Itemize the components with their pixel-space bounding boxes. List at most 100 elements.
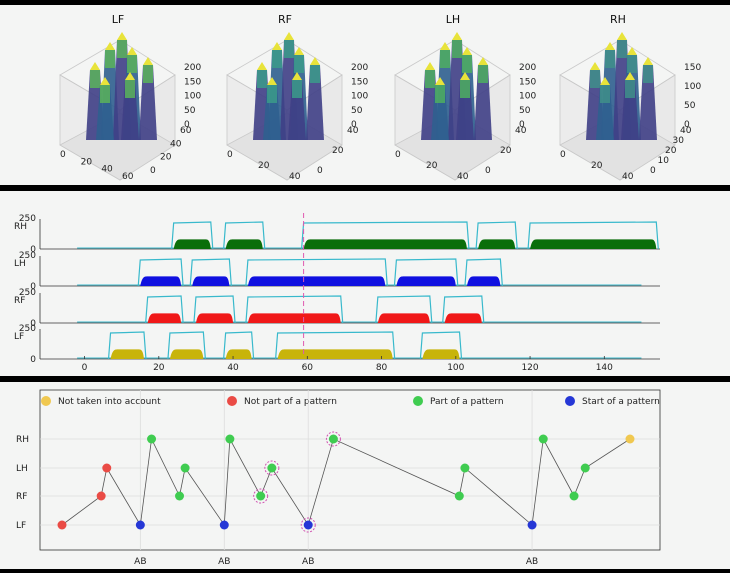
highlight-ring [264, 460, 280, 476]
surface-peak-mid [90, 70, 100, 88]
scatter-frame [39, 389, 661, 551]
pressure-outline [171, 221, 214, 250]
row-ytick-max: 250 [19, 288, 36, 298]
y-tick-label: 20 [665, 146, 677, 156]
pressure-outline [442, 295, 485, 324]
z-tick-label: 150 [184, 77, 201, 87]
surface-peak-mid [125, 80, 135, 98]
x-tick-label: 0 [82, 363, 88, 373]
surface-peak-mid [292, 80, 302, 98]
surface-title: LH [446, 13, 460, 26]
footfall-point [96, 491, 106, 501]
surface-peak-top [294, 47, 304, 55]
surface-peak-mid [310, 65, 320, 83]
surface-peak-top [127, 47, 137, 55]
y-category-label: RF [16, 492, 27, 502]
surface-peak-mid [425, 70, 435, 88]
footfall-point [569, 491, 579, 501]
surface-peak-top [267, 77, 277, 85]
surface-peak-top [105, 42, 115, 50]
pressure-outline [137, 258, 184, 287]
pressure-area [247, 313, 341, 323]
y-category-label: LH [16, 464, 28, 474]
pressure-timeline-panel: RH 250 0 LH 250 0 RF 250 0 LF 250 0 0 20 40 60 80 100 120 1… [0, 191, 730, 376]
row-label: LF [14, 332, 24, 342]
footfall-point [225, 434, 235, 444]
row-label: LH [14, 259, 26, 269]
y-tick-label: 40 [347, 126, 359, 136]
y-tick-label: 20 [500, 146, 512, 156]
pressure-outline [393, 258, 459, 287]
pressure-outline [375, 295, 433, 324]
footfall-point [625, 434, 635, 444]
y-tick-label: 0 [650, 166, 656, 176]
surface-peak-top [117, 32, 127, 40]
x-tick-label: AB [134, 557, 146, 567]
y-tick-label: 0 [150, 166, 156, 176]
z-tick-label: 150 [684, 63, 701, 73]
x-tick-label: 20 [258, 161, 270, 171]
x-tick-label: 40 [227, 363, 239, 373]
row-label: RH [14, 222, 27, 232]
y-tick-label: 40 [680, 126, 692, 136]
surface-peak-top [257, 62, 267, 70]
surface-peak-top [478, 57, 488, 65]
footfall-point [267, 463, 277, 473]
surface-peak-top [284, 32, 294, 40]
footfall-point [328, 434, 338, 444]
surface-peak-mid [272, 50, 282, 68]
pressure-outline [275, 331, 396, 360]
row-ytick-min: 0 [30, 355, 36, 365]
x-tick-label: 20 [153, 363, 165, 373]
z-tick-label: 100 [351, 92, 368, 102]
pressure-area [147, 313, 182, 323]
pressure-outline [193, 295, 236, 324]
x-tick-label: 40 [101, 165, 113, 175]
surface-peak-top [125, 72, 135, 80]
footfall-point [460, 463, 470, 473]
pattern-scatter-svg: Not taken into account Not part of a patt… [16, 389, 661, 567]
x-tick-label: 0 [395, 150, 401, 160]
footfall-point [256, 491, 266, 501]
footfall-point [538, 434, 548, 444]
legend-marker [41, 396, 51, 406]
surface-plots-svg: LF20015010050002040606040200RF2001501005… [59, 13, 701, 182]
z-tick-label: 50 [519, 106, 531, 116]
surface-peak-top [440, 42, 450, 50]
pressure-area [303, 239, 467, 249]
surface-peak-mid [440, 50, 450, 68]
x-tick-label: 40 [622, 172, 634, 182]
surface-peak-top [625, 72, 635, 80]
y-tick-label: 0 [485, 166, 491, 176]
surface-peak-top [590, 62, 600, 70]
surface-peak-body [306, 65, 324, 140]
y-tick-label: 40 [515, 126, 527, 136]
x-tick-label: 80 [376, 363, 388, 373]
surface-peak-top [643, 57, 653, 65]
pressure-outline [245, 295, 344, 324]
pressure-area [247, 276, 386, 286]
surface-peak-top [292, 72, 302, 80]
row-ytick-max: 250 [19, 214, 36, 224]
z-tick-label: 0 [684, 120, 690, 130]
z-tick-label: 200 [519, 63, 536, 73]
pressure-area [110, 349, 144, 359]
surface-peak-top [617, 32, 627, 40]
surface-peak-mid [435, 85, 445, 103]
x-tick-label: 140 [596, 363, 613, 373]
pattern-scatter-panel: Not taken into account Not part of a patt… [0, 382, 730, 569]
surface-peak-mid [605, 50, 615, 68]
legend-marker [227, 396, 237, 406]
z-tick-label: 50 [184, 106, 196, 116]
pressure-area [444, 313, 482, 323]
footfall-point [135, 520, 145, 530]
surface-peak-mid [105, 50, 115, 68]
pressure-area [466, 276, 501, 286]
surface-peak-body [474, 65, 492, 140]
footfall-point [219, 520, 229, 530]
pressure-outline [223, 221, 266, 250]
highlight-ring [253, 488, 269, 504]
